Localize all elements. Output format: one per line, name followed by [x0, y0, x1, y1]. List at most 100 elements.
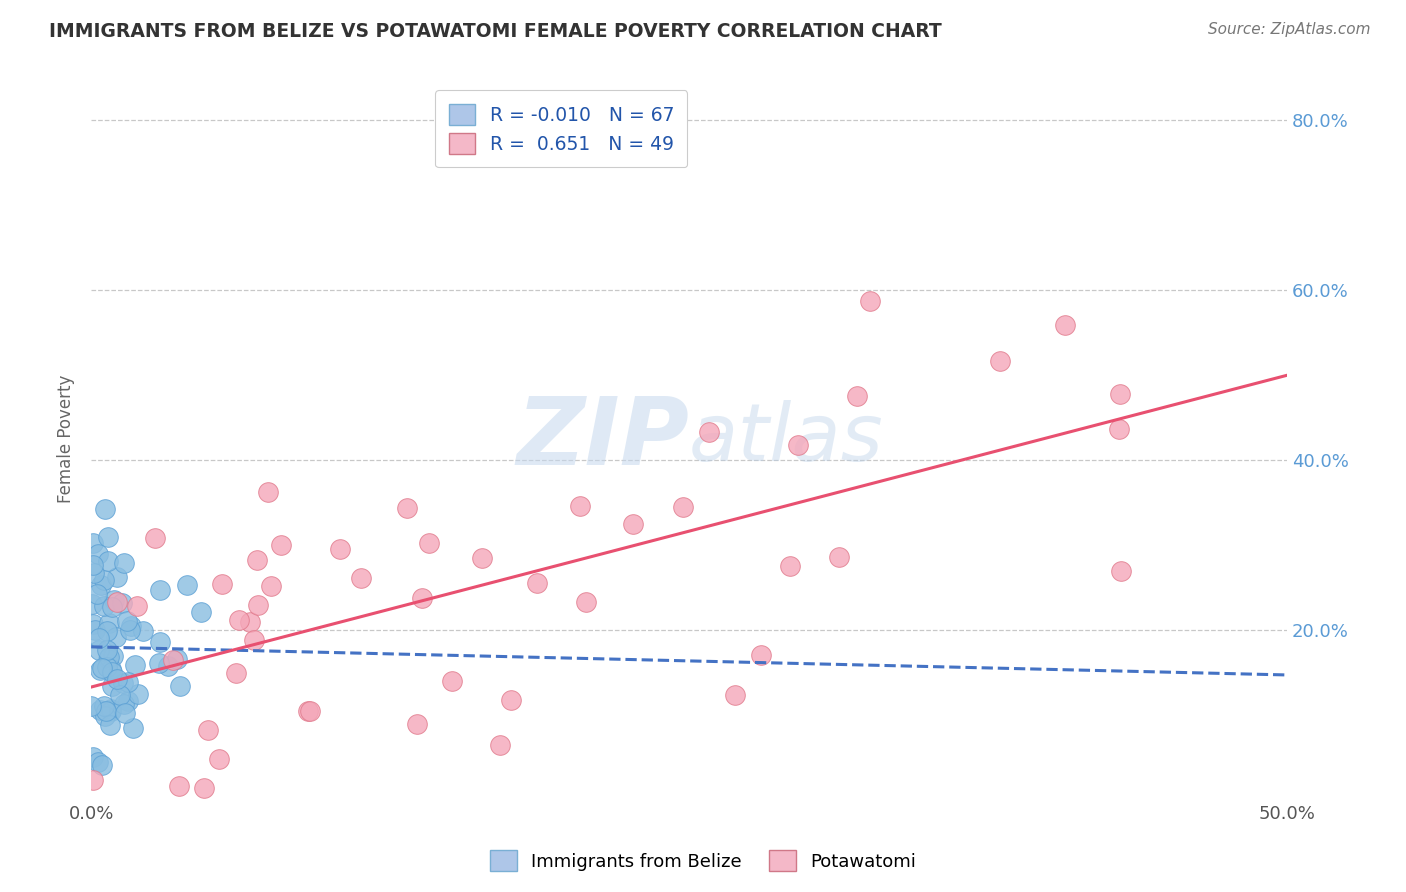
Point	[82, 536, 104, 550]
Point	[176, 578, 198, 592]
Point	[166, 651, 188, 665]
Point	[149, 635, 172, 649]
Point	[124, 657, 146, 672]
Text: ZIP: ZIP	[516, 393, 689, 485]
Point	[672, 500, 695, 514]
Point	[845, 388, 868, 402]
Point	[270, 538, 292, 552]
Point	[87, 547, 110, 561]
Point	[114, 706, 136, 720]
Point	[246, 553, 269, 567]
Point	[108, 688, 131, 702]
Point	[100, 704, 122, 718]
Point	[225, 666, 247, 681]
Point	[97, 650, 120, 665]
Point	[418, 536, 440, 550]
Point	[350, 571, 373, 585]
Point	[104, 630, 127, 644]
Point	[239, 615, 262, 630]
Point	[122, 721, 145, 735]
Point	[93, 699, 115, 714]
Point	[83, 566, 105, 581]
Point	[80, 597, 103, 611]
Point	[411, 591, 433, 606]
Point	[117, 694, 139, 708]
Point	[117, 674, 139, 689]
Point	[115, 614, 138, 628]
Point	[111, 596, 134, 610]
Point	[90, 578, 112, 592]
Point	[148, 657, 170, 671]
Point	[149, 583, 172, 598]
Point	[103, 592, 125, 607]
Point	[395, 500, 418, 515]
Point	[105, 595, 128, 609]
Point	[471, 550, 494, 565]
Point	[91, 758, 114, 772]
Point	[97, 554, 120, 568]
Point	[93, 502, 115, 516]
Point	[143, 531, 166, 545]
Point	[90, 661, 112, 675]
Point	[526, 575, 548, 590]
Point	[858, 294, 880, 309]
Point	[197, 723, 219, 737]
Point	[1053, 318, 1076, 332]
Point	[87, 755, 110, 769]
Point	[82, 750, 104, 764]
Legend: Immigrants from Belize, Potawatomi: Immigrants from Belize, Potawatomi	[482, 843, 924, 879]
Point	[80, 699, 103, 714]
Point	[568, 499, 591, 513]
Point	[111, 676, 134, 690]
Point	[100, 662, 122, 676]
Point	[162, 652, 184, 666]
Point	[96, 624, 118, 639]
Point	[724, 688, 747, 702]
Point	[93, 599, 115, 614]
Point	[260, 580, 283, 594]
Point	[575, 595, 598, 609]
Point	[93, 573, 115, 587]
Text: Source: ZipAtlas.com: Source: ZipAtlas.com	[1208, 22, 1371, 37]
Point	[787, 438, 810, 452]
Point	[98, 717, 121, 731]
Point	[988, 353, 1011, 368]
Point	[828, 550, 851, 565]
Point	[169, 679, 191, 693]
Point	[96, 659, 118, 673]
Point	[105, 672, 128, 686]
Point	[103, 648, 125, 663]
Point	[623, 516, 645, 531]
Legend: R = -0.010   N = 67, R =  0.651   N = 49: R = -0.010 N = 67, R = 0.651 N = 49	[436, 90, 688, 168]
Point	[211, 577, 233, 591]
Point	[299, 704, 322, 718]
Point	[112, 697, 135, 711]
Point	[89, 703, 111, 717]
Point	[120, 619, 142, 633]
Point	[101, 679, 124, 693]
Point	[82, 558, 104, 573]
Point	[297, 704, 319, 718]
Point	[1109, 564, 1132, 578]
Point	[107, 569, 129, 583]
Point	[96, 643, 118, 657]
Point	[779, 559, 801, 574]
Point	[247, 599, 270, 613]
Point	[101, 600, 124, 615]
Point	[501, 693, 523, 707]
Point	[132, 624, 155, 638]
Point	[127, 687, 149, 701]
Y-axis label: Female Poverty: Female Poverty	[58, 375, 75, 503]
Point	[329, 542, 352, 557]
Point	[257, 485, 280, 500]
Point	[112, 556, 135, 570]
Point	[87, 631, 110, 645]
Point	[406, 716, 429, 731]
Text: atlas: atlas	[689, 400, 884, 478]
Point	[101, 665, 124, 680]
Point	[98, 615, 121, 630]
Point	[86, 586, 108, 600]
Point	[243, 633, 266, 648]
Point	[489, 739, 512, 753]
Point	[87, 643, 110, 657]
